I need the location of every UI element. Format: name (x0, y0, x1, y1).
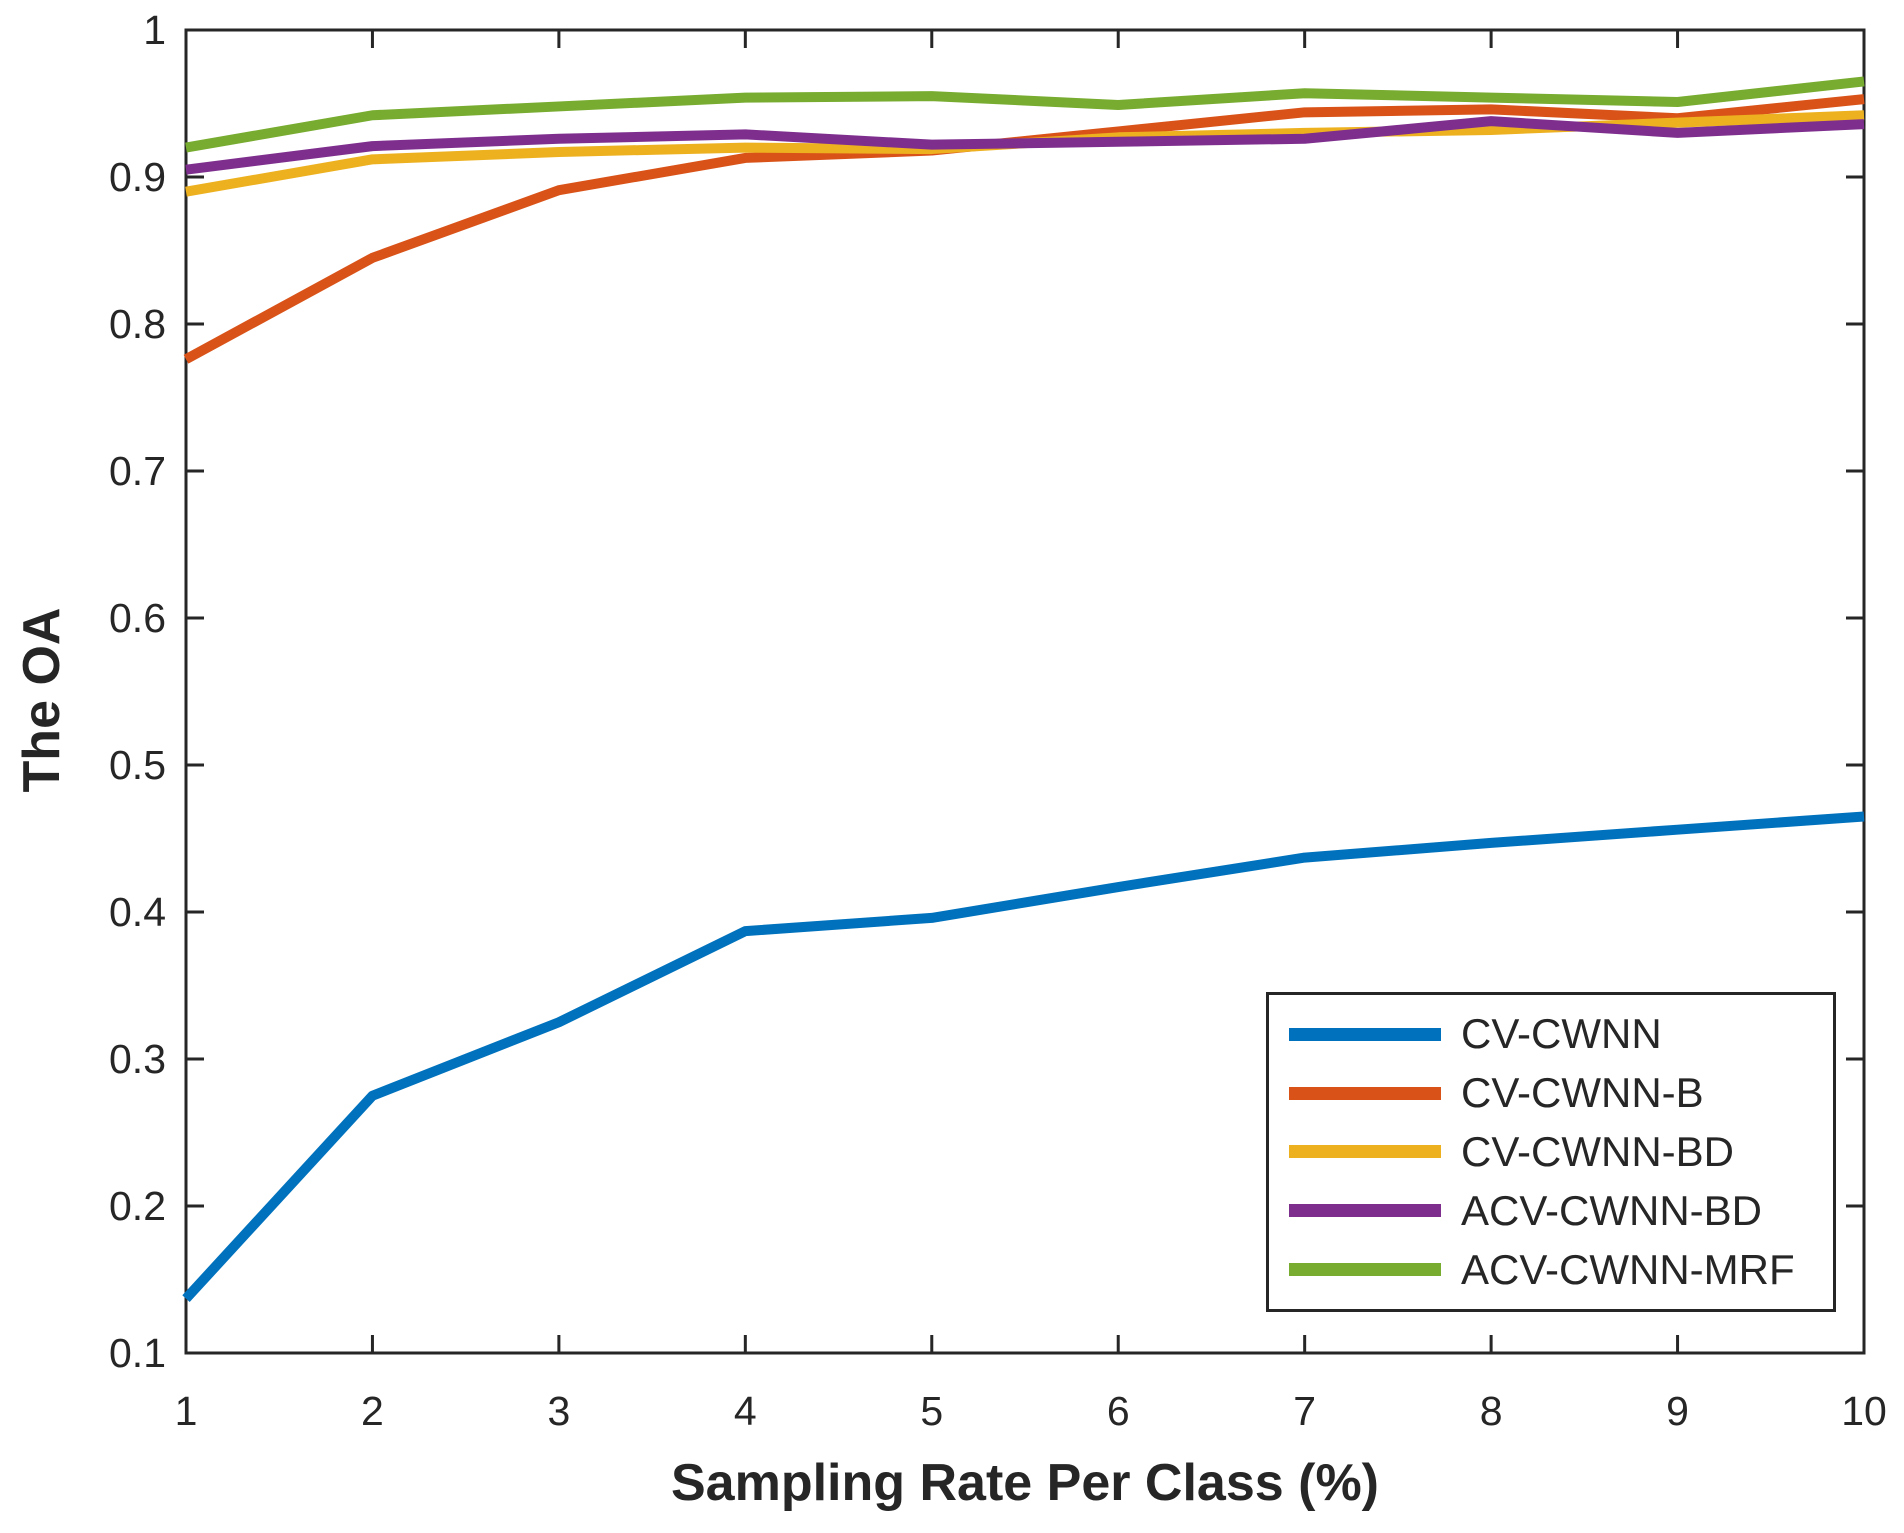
legend-swatch-cv-cwnn-b (1289, 1086, 1441, 1100)
legend-label: CV-CWNN-BD (1461, 1127, 1734, 1175)
x-axis-label: Sampling Rate Per Class (%) (671, 1454, 1379, 1512)
y-axis-label: The OA (13, 607, 71, 793)
legend-swatch-cv-cwnn-bd (1289, 1145, 1441, 1159)
x-tick-label: 8 (1480, 1388, 1503, 1434)
legend-label: ACV-CWNN-MRF (1461, 1245, 1795, 1293)
x-tick-label: 7 (1293, 1388, 1316, 1434)
legend-item-cv-cwnn-b: CV-CWNN-B (1289, 1069, 1823, 1117)
x-tick-label: 2 (361, 1388, 384, 1434)
series-line-acv-cwnn-bd (185, 116, 1865, 175)
x-tick-label: 5 (920, 1388, 943, 1434)
y-tick-label: 0.3 (109, 1036, 166, 1082)
x-tick-label: 10 (1841, 1388, 1887, 1434)
axes-frame (184, 28, 1866, 1355)
x-tick-label: 1 (175, 1388, 198, 1434)
legend-label: CV-CWNN-B (1461, 1069, 1704, 1117)
legend-label: ACV-CWNN-BD (1461, 1186, 1762, 1234)
x-tick-label: 6 (1107, 1388, 1130, 1434)
y-tick-label: 0.7 (109, 448, 166, 494)
y-tick-label: 1 (143, 7, 166, 53)
legend: CV-CWNN CV-CWNN-B CV-CWNN-BD ACV-CWNN-BD ACV… (1266, 992, 1836, 1312)
y-tick-label: 0.5 (109, 742, 166, 788)
legend-swatch-cv-cwnn (1289, 1027, 1441, 1041)
legend-item-acv-cwnn-mrf: ACV-CWNN-MRF (1289, 1246, 1823, 1294)
x-tick-label: 9 (1666, 1388, 1689, 1434)
legend-item-cv-cwnn: CV-CWNN (1289, 1010, 1823, 1058)
legend-swatch-acv-cwnn-bd (1289, 1204, 1441, 1218)
series-line-cv-cwnn (182, 811, 1865, 1302)
series-line-cv-cwnn-b (183, 94, 1865, 364)
series-line-acv-cwnn-mrf (185, 76, 1865, 153)
y-tick-label: 0.8 (109, 301, 166, 347)
y-tick-label: 0.6 (109, 595, 166, 641)
legend-label: CV-CWNN (1461, 1010, 1662, 1058)
y-tick-label: 0.9 (109, 154, 166, 200)
legend-swatch-acv-cwnn-mrf (1289, 1263, 1441, 1277)
x-tick-label: 4 (734, 1388, 757, 1434)
x-tick-label: 3 (547, 1388, 570, 1434)
y-tick-label: 0.2 (109, 1183, 166, 1229)
y-tick-label: 0.1 (109, 1330, 166, 1376)
y-tick-label: 0.4 (109, 889, 166, 935)
legend-item-acv-cwnn-bd: ACV-CWNN-BD (1289, 1187, 1823, 1235)
legend-item-cv-cwnn-bd: CV-CWNN-BD (1289, 1128, 1823, 1176)
